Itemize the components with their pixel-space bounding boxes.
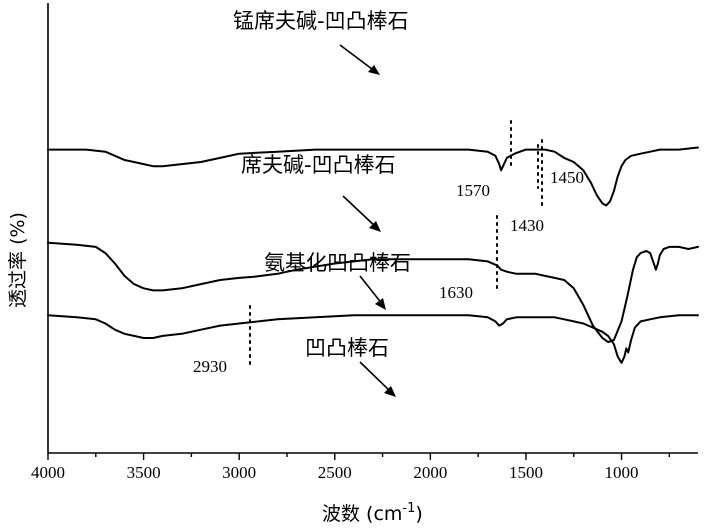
x-tick-label-4000: 4000 <box>31 463 65 482</box>
series-label-mn-schiff-attapulgite: 锰席夫碱-凹凸棒石 <box>233 9 409 33</box>
annotation-1450: 1450 <box>550 168 584 187</box>
arrow-to-aminated <box>360 276 386 310</box>
arrow-to-mn-schiff <box>340 45 380 75</box>
series-label-aminated-attapulgite: 氨基化凹凸棒石 <box>264 251 411 275</box>
x-tick-label-1000: 1000 <box>605 463 639 482</box>
x-axis-title: 波数 (cm-1) <box>322 501 423 525</box>
annotation-1570: 1570 <box>456 181 490 200</box>
spectra <box>48 0 698 363</box>
x-tick-label-3000: 3000 <box>222 463 256 482</box>
x-tick-label-1500: 1500 <box>509 463 543 482</box>
arrow-to-schiff <box>343 196 381 232</box>
series-label-schiff-attapulgite: 席夫碱-凹凸棒石 <box>241 153 396 177</box>
annotation-1630: 1630 <box>439 283 473 302</box>
y-axis-title: 透过率 (%) <box>7 212 29 308</box>
x-tick-label-2500: 2500 <box>318 463 352 482</box>
x-axis-ticks: 4000 3500 3000 2500 2000 1500 1000 <box>31 453 669 482</box>
series-label-attapulgite: 凹凸棒石 <box>305 336 389 360</box>
annotation-1430: 1430 <box>510 216 544 235</box>
arrow-to-attapulgite <box>360 362 396 397</box>
annotation-2930: 2930 <box>193 357 227 376</box>
x-tick-label-2000: 2000 <box>413 463 447 482</box>
x-tick-label-3500: 3500 <box>127 463 161 482</box>
